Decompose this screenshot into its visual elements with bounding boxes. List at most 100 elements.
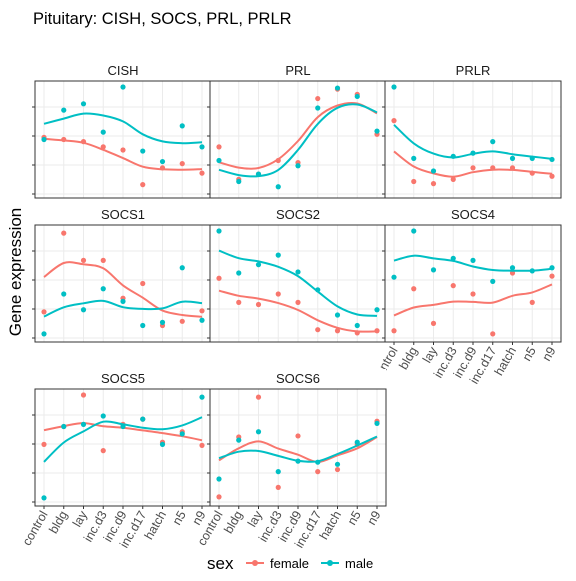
strip-socs4 [385,205,561,225]
data-point-male [354,93,360,100]
panel-prl: PRL [207,61,387,199]
data-point-male [236,178,242,185]
data-point-male [374,420,380,426]
strip-label-prl: PRL [285,63,310,78]
data-point-female [61,230,67,236]
data-point-male [41,495,47,501]
data-point-female [450,176,456,182]
data-point-male [80,307,87,313]
data-point-male [295,458,301,464]
strip-prlr [385,61,561,81]
data-point-female [391,328,397,334]
data-point-male [100,286,106,292]
gridlines-socs5 [35,389,211,506]
strip-label-socs4: SOCS4 [451,207,495,222]
gridlines-socs1 [35,225,211,342]
data-point-female [80,257,87,263]
data-point-female [275,291,281,297]
data-point-female [216,144,222,150]
data-point-male [470,257,476,263]
legend-key-female-point [252,560,258,566]
y-axis-label: Gene expression [6,208,25,337]
data-point-female [374,328,380,334]
data-point-female [430,181,437,187]
chart-title: Pituitary: CISH, SOCS, PRL, PRLR [33,10,292,28]
x-tick-label: n9 [190,508,209,527]
data-point-male [354,322,360,329]
strip-cish [35,61,211,81]
data-point-female [80,139,87,145]
data-point-male [159,441,166,447]
data-point-male [236,270,242,276]
legend-entry-male: male [321,556,373,571]
data-point-male [295,269,301,275]
data-point-male [374,307,380,313]
data-point-male [275,469,281,475]
trend-line-female [393,283,553,317]
gridlines-socs2 [210,225,386,342]
data-point-male [354,439,360,445]
strip-label-socs1: SOCS1 [101,207,145,222]
data-point-male [529,155,535,161]
data-point-male [334,461,341,467]
data-point-male [120,423,126,430]
data-point-male [275,252,281,258]
trend-line-female [218,289,378,333]
data-point-female [490,331,496,337]
data-point-male [490,139,496,145]
data-point-male [140,416,146,422]
data-point-female [100,144,106,150]
data-point-male [120,84,126,90]
data-point-female [100,448,106,454]
data-point-female [255,301,262,308]
data-point-male [159,319,166,325]
legend-entry-female: female [246,556,309,571]
trend-line-male [393,254,553,272]
legend-title: sex [207,554,234,573]
data-point-male [61,423,67,430]
data-point-female [315,327,321,333]
gridlines-cish [35,81,211,198]
data-point-male [411,228,417,234]
data-point-male [509,265,516,271]
data-point-male [529,268,535,274]
data-point-female [255,394,262,400]
data-point-male [120,298,126,304]
strip-prl [210,61,386,81]
data-point-female [179,161,185,167]
data-point-male [275,184,281,190]
data-point-female [334,466,341,473]
gridlines-socs6 [210,389,386,506]
strip-socs6 [210,369,386,389]
data-point-male [315,105,321,111]
strip-socs5 [35,369,211,389]
data-point-female [216,275,222,281]
trend-line-female [218,101,378,170]
data-point-female [490,165,496,171]
trend-line-male [218,103,378,178]
data-point-female [509,165,516,171]
legend-key-male-point [327,560,333,566]
data-point-male [391,84,397,90]
panel-socs2: SOCS2 [207,205,387,343]
data-point-female [41,441,47,447]
data-point-male [41,136,47,143]
strip-label-socs2: SOCS2 [276,207,320,222]
panel-prlr: PRLR [382,61,562,199]
data-point-female [529,299,535,305]
x-tick-label: n5 [520,344,539,363]
data-point-male [315,287,321,293]
data-point-male [490,278,496,284]
trend-line-male [218,249,378,317]
data-point-male [61,291,67,297]
data-point-male [100,413,106,419]
data-point-male [199,144,205,150]
data-point-male [411,155,417,161]
data-point-male [374,128,380,134]
data-point-female [159,165,166,171]
data-point-female [315,469,321,475]
data-point-male [236,437,242,443]
data-point-male [391,274,397,280]
x-tick-label: n5 [345,508,364,527]
